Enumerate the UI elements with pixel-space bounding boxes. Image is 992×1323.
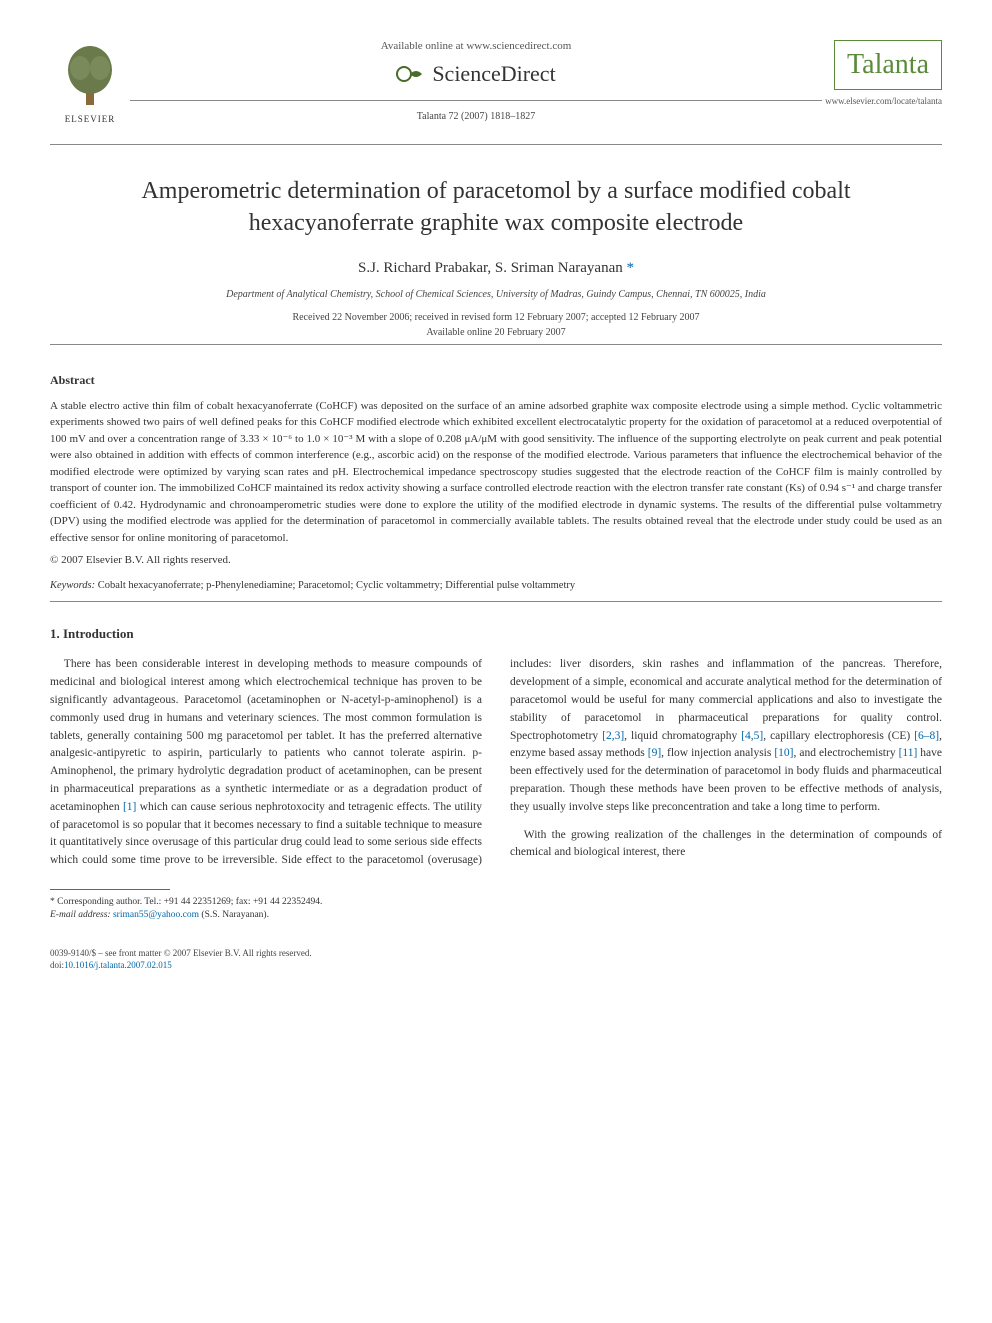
elsevier-label: ELSEVIER	[65, 114, 116, 124]
ref-10[interactable]: [10]	[774, 747, 793, 759]
email-suffix: (S.S. Narayanan).	[201, 910, 269, 920]
keywords-text: Cobalt hexacyanoferrate; p-Phenylenediam…	[98, 580, 575, 591]
copyright-line: © 2007 Elsevier B.V. All rights reserved…	[50, 554, 942, 566]
abstract-top-rule	[50, 344, 942, 345]
sciencedirect-label: ScienceDirect	[432, 61, 555, 87]
availability-text: Available online at www.sciencedirect.co…	[130, 40, 822, 52]
elsevier-logo: ELSEVIER	[50, 40, 130, 124]
abstract-body: A stable electro active thin film of cob…	[50, 398, 942, 547]
center-header: Available online at www.sciencedirect.co…	[130, 40, 822, 122]
ref-9[interactable]: [9]	[648, 747, 661, 759]
keywords-label: Keywords:	[50, 580, 95, 591]
keywords-line: Keywords: Cobalt hexacyanoferrate; p-Phe…	[50, 580, 942, 591]
elsevier-tree-icon	[60, 40, 120, 110]
authors-line: S.J. Richard Prabakar, S. Sriman Narayan…	[50, 260, 942, 277]
journal-url: www.elsevier.com/locate/talanta	[822, 96, 942, 106]
ref-2-3[interactable]: [2,3]	[602, 730, 624, 742]
top-divider	[50, 144, 942, 145]
email-label: E-mail address:	[50, 910, 111, 920]
email-line: E-mail address: sriman55@yahoo.com (S.S.…	[50, 909, 942, 922]
article-title: Amperometric determination of paracetomo…	[90, 175, 902, 240]
received-dates: Received 22 November 2006; received in r…	[50, 312, 942, 323]
journal-logo-block: Talanta www.elsevier.com/locate/talanta	[822, 40, 942, 106]
footnote-block: * Corresponding author. Tel.: +91 44 223…	[50, 896, 942, 923]
footnote-separator	[50, 889, 170, 890]
keywords-bottom-rule	[50, 601, 942, 602]
sciencedirect-icon	[396, 60, 424, 88]
intro-columns: There has been considerable interest in …	[50, 656, 942, 871]
section-1-heading: 1. Introduction	[50, 626, 942, 642]
abstract-heading: Abstract	[50, 373, 942, 388]
ref-11[interactable]: [11]	[899, 747, 918, 759]
email-link[interactable]: sriman55@yahoo.com	[113, 910, 199, 920]
ref-1[interactable]: [1]	[123, 801, 136, 813]
bottom-meta: 0039-9140/$ – see front matter © 2007 El…	[50, 947, 942, 972]
authors-text: S.J. Richard Prabakar, S. Sriman Narayan…	[358, 260, 623, 276]
sciencedirect-brand: ScienceDirect	[130, 60, 822, 88]
corresponding-author-note: * Corresponding author. Tel.: +91 44 223…	[50, 896, 942, 909]
affiliation: Department of Analytical Chemistry, Scho…	[50, 289, 942, 300]
ref-6-8[interactable]: [6–8]	[914, 730, 939, 742]
corresponding-marker[interactable]: *	[627, 260, 635, 276]
intro-para-2: With the growing realization of the chal…	[510, 827, 942, 863]
journal-name: Talanta	[834, 40, 942, 90]
doi-line: doi:10.1016/j.talanta.2007.02.015	[50, 959, 942, 972]
header-rule	[130, 100, 822, 101]
available-date: Available online 20 February 2007	[50, 327, 942, 338]
ref-4-5[interactable]: [4,5]	[741, 730, 763, 742]
header-row: ELSEVIER Available online at www.science…	[50, 40, 942, 124]
doi-link[interactable]: 10.1016/j.talanta.2007.02.015	[64, 960, 172, 970]
citation-text: Talanta 72 (2007) 1818–1827	[130, 111, 822, 122]
issn-line: 0039-9140/$ – see front matter © 2007 El…	[50, 947, 942, 960]
